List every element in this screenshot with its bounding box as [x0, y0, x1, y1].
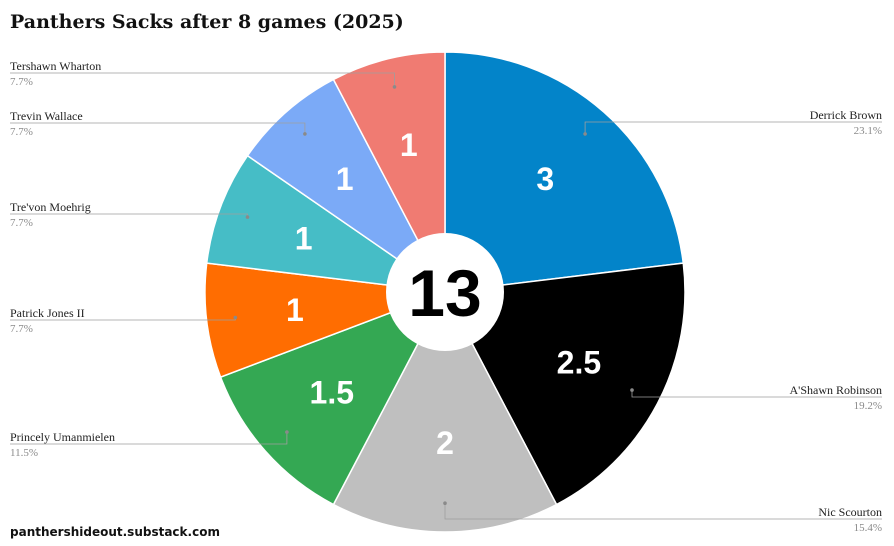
leader-dot-patrick-jones-ii	[233, 315, 238, 320]
slice-percent-tershawn-wharton: 7.7%	[10, 76, 33, 88]
leader-line-a-shawn-robinson	[631, 390, 882, 398]
slice-name-tershawn-wharton: Tershawn Wharton	[10, 59, 101, 73]
leader-dot-a-shawn-robinson	[630, 388, 634, 392]
slice-name-nic-scourton: Nic Scourton	[818, 505, 882, 519]
slice-percent-trevin-wallace: 7.7%	[10, 126, 33, 138]
pie-slice-tershawn-wharton	[332, 51, 446, 293]
leader-line-trevin-wallace	[10, 122, 306, 134]
pie-slice-nic-scourton	[332, 290, 558, 533]
pie-slice-trevin-wallace	[246, 78, 446, 293]
pie-slice-a-shawn-robinson	[443, 262, 686, 506]
leader-line-nic-scourton	[444, 503, 882, 520]
slice-percent-tre-von-moehrig: 7.7%	[10, 217, 33, 229]
slice-name-princely-umanmielen: Princely Umanmielen	[10, 430, 115, 444]
slice-name-patrick-jones-ii: Patrick Jones II	[10, 306, 85, 320]
slice-name-trevin-wallace: Trevin Wallace	[10, 109, 83, 123]
slice-percent-a-shawn-robinson: 19.2%	[854, 400, 882, 412]
leader-dot-princely-umanmielen	[285, 430, 289, 434]
center-hole	[386, 233, 504, 351]
slice-name-tre-von-moehrig: Tre'von Moehrig	[10, 200, 91, 214]
slice-value-princely-umanmielen: 1.5	[310, 374, 354, 410]
slice-value-derrick-brown: 3	[536, 161, 554, 197]
slice-percent-princely-umanmielen: 11.5%	[10, 447, 38, 459]
leader-lines	[10, 72, 882, 520]
pie-slice-tre-von-moehrig	[205, 154, 446, 293]
slice-percent-nic-scourton: 15.4%	[854, 522, 882, 534]
slice-labels: 3 Derrick Brown 23.1% 2.5 A'Shawn Robinson 19…	[10, 59, 882, 534]
leader-line-tershawn-wharton	[10, 72, 395, 87]
leader-line-derrick-brown	[584, 121, 882, 134]
leader-dot-derrick-brown	[583, 132, 587, 136]
slice-percent-derrick-brown: 23.1%	[854, 125, 882, 137]
leader-dot-tershawn-wharton	[392, 85, 397, 89]
slice-value-tre-von-moehrig: 1	[295, 220, 313, 256]
slice-value-tershawn-wharton: 1	[400, 127, 418, 163]
leader-dot-nic-scourton	[443, 501, 447, 506]
pie-slices	[204, 51, 686, 533]
leader-dot-tre-von-moehrig	[245, 215, 250, 219]
leader-line-princely-umanmielen	[10, 432, 288, 445]
slice-value-trevin-wallace: 1	[336, 161, 354, 197]
pie-slice-derrick-brown	[444, 51, 685, 293]
slice-percent-patrick-jones-ii: 7.7%	[10, 323, 33, 335]
footer-credit: panthershideout.substack.com	[10, 525, 220, 539]
slice-value-a-shawn-robinson: 2.5	[557, 344, 601, 380]
slice-name-a-shawn-robinson: A'Shawn Robinson	[789, 383, 882, 397]
pie-slice-princely-umanmielen	[219, 290, 447, 506]
slice-value-nic-scourton: 2	[436, 425, 454, 461]
slice-value-patrick-jones-ii: 1	[286, 292, 304, 328]
leader-line-tre-von-moehrig	[10, 213, 248, 218]
chart-title: Panthers Sacks after 8 games (2025)	[10, 11, 404, 33]
center-total: 13	[408, 256, 481, 330]
pie-slice-patrick-jones-ii	[204, 262, 446, 379]
leader-dot-trevin-wallace	[303, 132, 307, 136]
slice-name-derrick-brown: Derrick Brown	[810, 108, 882, 122]
